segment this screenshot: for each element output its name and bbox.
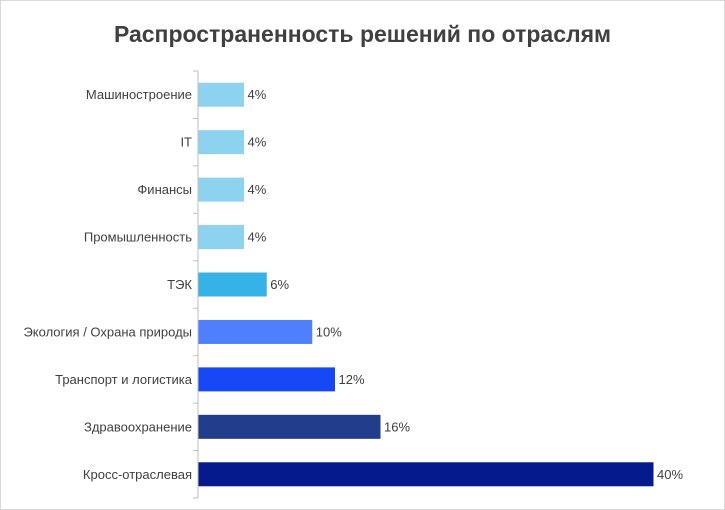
bar (198, 82, 244, 107)
category-label: ТЭК (167, 277, 192, 292)
data-label: 4% (248, 230, 267, 245)
category-label: Машиностроение (86, 87, 192, 102)
bar (198, 319, 313, 344)
bar (198, 462, 654, 487)
category-label: Кросс-отраслевая (83, 467, 192, 482)
bar (198, 130, 244, 155)
bar (198, 414, 381, 439)
category-label: Здравоохранение (84, 419, 192, 434)
category-label: IT (180, 135, 192, 150)
chart-title: Распространенность решений по отраслям (113, 21, 612, 47)
data-label: 12% (339, 372, 365, 387)
data-label: 4% (248, 135, 267, 150)
category-label: Промышленность (84, 230, 192, 245)
bar (198, 272, 267, 297)
data-label: 6% (270, 277, 289, 292)
bar (198, 225, 244, 250)
data-label: 16% (384, 419, 410, 434)
category-label: Экология / Охрана природы (23, 324, 192, 339)
data-label: 4% (248, 182, 267, 197)
category-label: Финансы (137, 182, 192, 197)
data-label: 40% (657, 467, 683, 482)
bar (198, 177, 244, 202)
category-label: Транспорт и логистика (55, 372, 193, 387)
data-label: 10% (316, 324, 342, 339)
data-label: 4% (248, 87, 267, 102)
bar (198, 367, 335, 392)
